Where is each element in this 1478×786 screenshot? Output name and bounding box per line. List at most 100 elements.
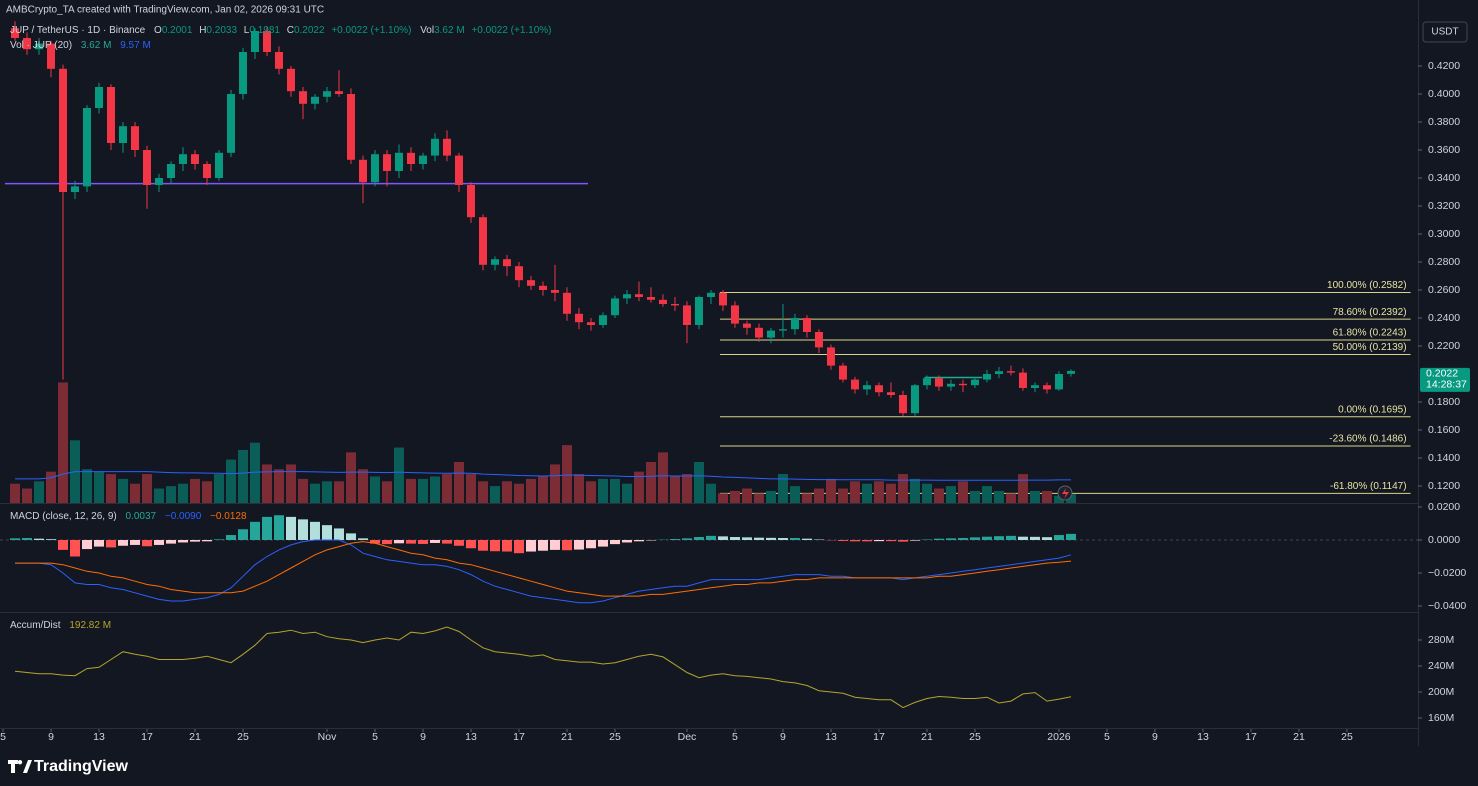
- macd-histogram-bar: [117, 539, 128, 546]
- currency-button-label[interactable]: USDT: [1431, 27, 1458, 38]
- plot-area: 5 9 13 17 21 25 Nov 5 9 13 17 21 25 Dec 5 9 13 17 21 25 2026…: [0, 0, 1478, 746]
- signal-line: [15, 541, 1072, 597]
- macd-value: −0.0090: [165, 511, 202, 522]
- candle-body: [826, 347, 835, 366]
- price-tag: [1420, 367, 1470, 392]
- macd-histogram-bar: [249, 521, 260, 540]
- volume-bar: [309, 483, 320, 503]
- y-tick-label: 0.4200: [1428, 60, 1460, 72]
- macd-histogram-bar: [573, 539, 584, 550]
- volume-bar: [945, 486, 956, 503]
- macd-line: [15, 539, 1072, 604]
- candle-body: [946, 383, 955, 387]
- macd-histogram-bar: [417, 539, 428, 544]
- volume-bar: [729, 490, 740, 503]
- y-tick-label: 0.2200: [1428, 340, 1460, 352]
- volume-value: 3.62 M: [81, 40, 112, 51]
- ad-line: [14, 626, 1072, 709]
- volume-bar: [537, 476, 548, 503]
- volume-bar: [429, 476, 440, 503]
- volume-bar: [501, 481, 512, 503]
- volume-bar: [981, 486, 992, 503]
- volume-bar: [717, 493, 728, 503]
- macd-histogram-bar: [753, 537, 764, 540]
- macd-histogram-bar: [777, 538, 788, 540]
- y-tick-label: 0.1200: [1428, 480, 1460, 492]
- volume-bar: [549, 464, 560, 503]
- volume-bar: [813, 488, 824, 503]
- candle-body: [82, 107, 91, 187]
- alert-icon-bolt: [1062, 488, 1069, 499]
- candle-body: [298, 91, 307, 104]
- macd-histogram-bar: [1041, 537, 1052, 540]
- y-tick-label: 0.2800: [1428, 256, 1460, 268]
- macd-histogram-bar: [1065, 533, 1076, 540]
- ad-legend: Accum/Dist 192.82 M: [10, 620, 111, 631]
- y-tick-label: 0.3400: [1428, 172, 1460, 184]
- candle-body: [646, 297, 655, 300]
- x-tick-label: 25: [609, 731, 621, 743]
- macd-histogram-bar: [633, 539, 644, 542]
- macd-histogram-bar: [969, 537, 980, 540]
- volume-bar: [261, 464, 272, 503]
- currency-button[interactable]: [1422, 21, 1468, 43]
- candle-body: [274, 51, 283, 69]
- volume-bar: [849, 481, 860, 503]
- macd-histogram-bar: [393, 539, 404, 544]
- candle-body: [250, 30, 259, 52]
- macd-histogram-bar: [237, 529, 248, 540]
- volume-bar: [237, 449, 248, 503]
- candle-body: [130, 126, 139, 150]
- x-tick-label: 9: [780, 731, 786, 743]
- macd-histogram-bar: [897, 539, 908, 542]
- x-tick-label: 17: [873, 731, 885, 743]
- volume-bar: [189, 478, 200, 503]
- ad-value: 192.82 M: [69, 620, 111, 631]
- volume-bar: [585, 481, 596, 503]
- y-tick-label: 0.1400: [1428, 452, 1460, 464]
- volume-bar: [21, 488, 32, 503]
- macd-histogram-bar: [465, 539, 476, 549]
- volume-bar: [609, 478, 620, 503]
- price-tag-value: 0.2022: [1426, 368, 1458, 380]
- candle-body: [778, 329, 787, 331]
- macd-histogram-bar: [357, 538, 368, 540]
- candle-body: [886, 392, 895, 396]
- y-tick-label: 0.0200: [1428, 501, 1460, 513]
- volume-bar: [909, 478, 920, 503]
- macd-histogram-bar: [513, 539, 524, 554]
- macd-legend: MACD (close, 12, 26, 9) 0.0037 −0.0090 −…: [10, 511, 247, 522]
- candle-body: [622, 294, 631, 299]
- volume-bar: [957, 481, 968, 503]
- volume-bar: [129, 483, 140, 503]
- ohlc-letter: H: [199, 25, 206, 36]
- macd-histogram-bar: [837, 539, 848, 541]
- volume-bar: [861, 483, 872, 503]
- fib-label: 100.00% (0.2582): [1327, 280, 1407, 291]
- macd-histogram-bar: [1017, 536, 1028, 540]
- y-tick-label: 0.3200: [1428, 200, 1460, 212]
- candle-body: [994, 371, 1003, 375]
- macd-histogram-bar: [201, 539, 212, 542]
- macd-histogram-bar: [489, 539, 500, 552]
- volume-bar: [621, 483, 632, 503]
- volume-bar: [597, 478, 608, 503]
- candle-body: [850, 379, 859, 390]
- macd-histogram-bar: [381, 539, 392, 545]
- macd-histogram-bar: [705, 535, 716, 540]
- macd-histogram-bar: [993, 536, 1004, 540]
- candle-body: [10, 28, 19, 38]
- candle-body: [670, 304, 679, 306]
- fib-label: 61.80% (0.2243): [1333, 328, 1407, 339]
- ohlc-letter: O: [154, 25, 162, 36]
- x-tick-label: 9: [48, 731, 54, 743]
- candle-body: [1030, 385, 1039, 389]
- volume-ma-line: [15, 471, 1071, 481]
- volume-bar: [141, 474, 152, 503]
- volume-bar: [777, 474, 788, 503]
- candle-body: [550, 290, 559, 293]
- vol-title: Vol: [420, 25, 434, 36]
- candle-body: [70, 186, 79, 192]
- vol-change: +0.0022 (+1.10%): [471, 25, 551, 36]
